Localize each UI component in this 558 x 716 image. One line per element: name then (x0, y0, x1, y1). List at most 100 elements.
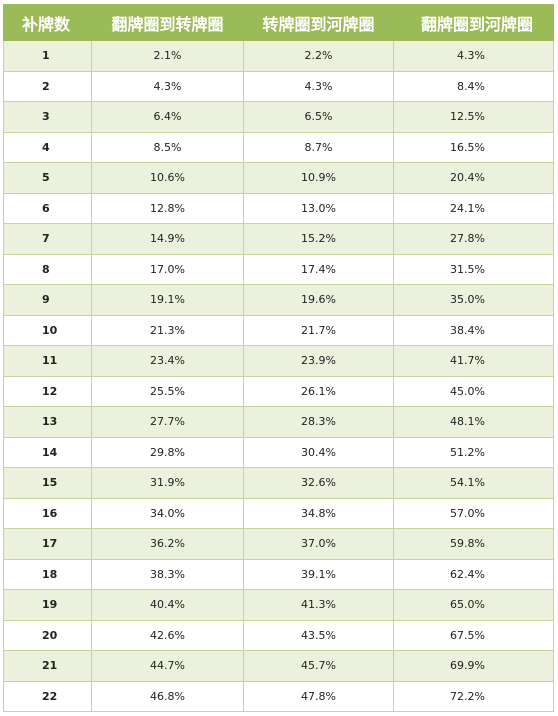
outs-cell: 21 (3, 650, 92, 682)
outs-cell: 6 (3, 192, 92, 224)
outs-cell: 19 (3, 589, 92, 621)
flop-to-river-cell: 69.9% (393, 650, 554, 682)
flop-to-turn-cell: 14.9% (91, 223, 244, 255)
outs-cell: 2 (3, 70, 92, 102)
flop-to-river-cell: 67.5% (393, 619, 554, 651)
table-row: 11 23.4% 23.9% 41.7% (3, 345, 554, 377)
flop-to-river-cell: 31.5% (393, 253, 554, 285)
table-row: 7 14.9% 15.2% 27.8% (3, 223, 554, 255)
flop-to-turn-cell: 40.4% (91, 589, 244, 621)
table-row: 21 44.7% 45.7% 69.9% (3, 650, 554, 682)
probability-table-container: 补牌数 翻牌圈到转牌圈 转牌圈到河牌圈 翻牌圈到河牌圈 1 2.1% 2.2% 4.3… (3, 4, 554, 712)
turn-to-river-cell: 4.3% (243, 70, 394, 102)
turn-to-river-cell: 43.5% (243, 619, 394, 651)
table-row: 10 21.3% 21.7% 38.4% (3, 314, 554, 346)
table-row: 20 42.6% 43.5% 67.5% (3, 619, 554, 651)
flop-to-turn-cell: 29.8% (91, 436, 244, 468)
outs-cell: 22 (3, 680, 92, 712)
turn-to-river-cell: 47.8% (243, 680, 394, 712)
turn-to-river-cell: 10.9% (243, 162, 394, 194)
turn-to-river-cell: 26.1% (243, 375, 394, 407)
turn-to-river-cell: 41.3% (243, 589, 394, 621)
outs-cell: 9 (3, 284, 92, 316)
flop-to-river-cell: 59.8% (393, 528, 554, 560)
outs-cell: 16 (3, 497, 92, 529)
outs-cell: 13 (3, 406, 92, 438)
table-row: 4 8.5% 8.7% 16.5% (3, 131, 554, 163)
turn-to-river-cell: 37.0% (243, 528, 394, 560)
turn-to-river-cell: 2.2% (243, 40, 394, 72)
flop-to-river-cell: 57.0% (393, 497, 554, 529)
turn-to-river-cell: 32.6% (243, 467, 394, 499)
flop-to-turn-cell: 10.6% (91, 162, 244, 194)
flop-to-turn-cell: 31.9% (91, 467, 244, 499)
outs-probability-table: 补牌数 翻牌圈到转牌圈 转牌圈到河牌圈 翻牌圈到河牌圈 1 2.1% 2.2% 4.3… (3, 4, 554, 712)
header-turn-to-river: 转牌圈到河牌圈 (243, 4, 394, 41)
table-row: 19 40.4% 41.3% 65.0% (3, 589, 554, 621)
table-row: 2 4.3% 4.3% 8.4% (3, 70, 554, 102)
turn-to-river-cell: 8.7% (243, 131, 394, 163)
flop-to-turn-cell: 46.8% (91, 680, 244, 712)
flop-to-turn-cell: 42.6% (91, 619, 244, 651)
flop-to-turn-cell: 25.5% (91, 375, 244, 407)
turn-to-river-cell: 13.0% (243, 192, 394, 224)
flop-to-river-cell: 16.5% (393, 131, 554, 163)
table-row: 22 46.8% 47.8% 72.2% (3, 680, 554, 712)
turn-to-river-cell: 45.7% (243, 650, 394, 682)
flop-to-river-cell: 8.4% (393, 70, 554, 102)
flop-to-turn-cell: 2.1% (91, 40, 244, 72)
flop-to-turn-cell: 6.4% (91, 101, 244, 133)
flop-to-river-cell: 38.4% (393, 314, 554, 346)
table-row: 16 34.0% 34.8% 57.0% (3, 497, 554, 529)
turn-to-river-cell: 34.8% (243, 497, 394, 529)
flop-to-river-cell: 20.4% (393, 162, 554, 194)
table-row: 9 19.1% 19.6% 35.0% (3, 284, 554, 316)
outs-cell: 4 (3, 131, 92, 163)
turn-to-river-cell: 28.3% (243, 406, 394, 438)
outs-cell: 11 (3, 345, 92, 377)
flop-to-turn-cell: 27.7% (91, 406, 244, 438)
turn-to-river-cell: 39.1% (243, 558, 394, 590)
table-row: 1 2.1% 2.2% 4.3% (3, 40, 554, 72)
table-row: 12 25.5% 26.1% 45.0% (3, 375, 554, 407)
flop-to-turn-cell: 36.2% (91, 528, 244, 560)
outs-cell: 12 (3, 375, 92, 407)
flop-to-river-cell: 51.2% (393, 436, 554, 468)
flop-to-river-cell: 4.3% (393, 40, 554, 72)
turn-to-river-cell: 17.4% (243, 253, 394, 285)
flop-to-river-cell: 48.1% (393, 406, 554, 438)
flop-to-river-cell: 45.0% (393, 375, 554, 407)
table-row: 14 29.8% 30.4% 51.2% (3, 436, 554, 468)
table-row: 3 6.4% 6.5% 12.5% (3, 101, 554, 133)
turn-to-river-cell: 21.7% (243, 314, 394, 346)
outs-cell: 18 (3, 558, 92, 590)
outs-cell: 1 (3, 40, 92, 72)
header-flop-to-river: 翻牌圈到河牌圈 (393, 4, 554, 41)
flop-to-river-cell: 12.5% (393, 101, 554, 133)
flop-to-river-cell: 41.7% (393, 345, 554, 377)
flop-to-river-cell: 54.1% (393, 467, 554, 499)
turn-to-river-cell: 23.9% (243, 345, 394, 377)
flop-to-turn-cell: 34.0% (91, 497, 244, 529)
outs-cell: 8 (3, 253, 92, 285)
table-row: 17 36.2% 37.0% 59.8% (3, 528, 554, 560)
outs-cell: 3 (3, 101, 92, 133)
flop-to-turn-cell: 19.1% (91, 284, 244, 316)
table-row: 13 27.7% 28.3% 48.1% (3, 406, 554, 438)
table-row: 5 10.6% 10.9% 20.4% (3, 162, 554, 194)
header-row: 补牌数 翻牌圈到转牌圈 转牌圈到河牌圈 翻牌圈到河牌圈 (3, 4, 554, 41)
outs-cell: 17 (3, 528, 92, 560)
turn-to-river-cell: 15.2% (243, 223, 394, 255)
flop-to-river-cell: 24.1% (393, 192, 554, 224)
flop-to-river-cell: 62.4% (393, 558, 554, 590)
table-row: 18 38.3% 39.1% 62.4% (3, 558, 554, 590)
flop-to-river-cell: 27.8% (393, 223, 554, 255)
flop-to-turn-cell: 23.4% (91, 345, 244, 377)
flop-to-turn-cell: 8.5% (91, 131, 244, 163)
flop-to-turn-cell: 12.8% (91, 192, 244, 224)
outs-cell: 14 (3, 436, 92, 468)
outs-cell: 5 (3, 162, 92, 194)
outs-cell: 7 (3, 223, 92, 255)
table-row: 8 17.0% 17.4% 31.5% (3, 253, 554, 285)
turn-to-river-cell: 30.4% (243, 436, 394, 468)
